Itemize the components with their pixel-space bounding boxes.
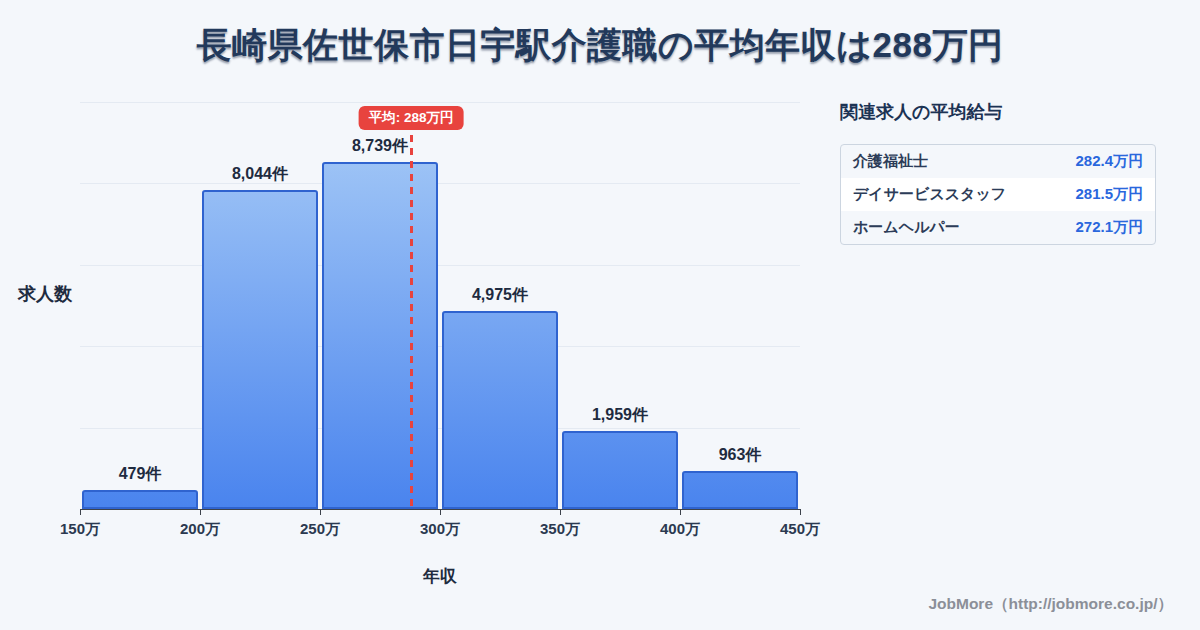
related-job-row: 介護福祉士 282.4万円 xyxy=(841,145,1155,178)
page-title: 長崎県佐世保市日宇駅介護職の平均年収は288万円 xyxy=(0,22,1200,69)
y-axis-label: 求人数 xyxy=(18,282,72,306)
x-axis-label: 年収 xyxy=(80,565,800,588)
related-jobs-heading: 関連求人の平均給与 xyxy=(840,100,1002,124)
axis-tick xyxy=(80,509,81,515)
bar-value-label: 963件 xyxy=(680,445,800,466)
related-job-row: デイサービススタッフ 281.5万円 xyxy=(841,178,1155,211)
axis-tick-label: 250万 xyxy=(280,520,360,539)
axis-tick-label: 400万 xyxy=(640,520,720,539)
related-job-value: 282.4万円 xyxy=(1075,152,1143,171)
histogram-bar xyxy=(82,490,198,509)
axis-tick xyxy=(440,509,441,515)
related-job-label: デイサービススタッフ xyxy=(853,185,1006,204)
axis-tick xyxy=(560,509,561,515)
average-line xyxy=(410,135,413,509)
related-job-value: 272.1万円 xyxy=(1075,218,1143,237)
axis-tick xyxy=(200,509,201,515)
related-job-row: ホームヘルパー 272.1万円 xyxy=(841,211,1155,244)
axis-tick-label: 450万 xyxy=(760,520,840,539)
footer-credit: JobMore（http://jobmore.co.jp/） xyxy=(928,594,1173,615)
average-badge: 平均: 288万円 xyxy=(359,106,464,130)
gridline xyxy=(80,102,800,103)
related-job-label: 介護福祉士 xyxy=(853,152,928,171)
related-job-label: ホームヘルパー xyxy=(853,218,960,237)
axis-tick-label: 200万 xyxy=(160,520,240,539)
axis-tick xyxy=(320,509,321,515)
gridline xyxy=(80,428,800,429)
histogram-bar xyxy=(562,431,678,509)
histogram-plot: 479件8,044件8,739件4,975件1,959件963件150万200万… xyxy=(80,102,800,510)
gridline xyxy=(80,265,800,266)
axis-tick-label: 300万 xyxy=(400,520,480,539)
bar-value-label: 8,044件 xyxy=(200,164,320,185)
gridline xyxy=(80,183,800,184)
axis-tick-label: 350万 xyxy=(520,520,600,539)
histogram-bar xyxy=(202,190,318,509)
bar-value-label: 479件 xyxy=(80,464,200,485)
axis-tick xyxy=(800,509,801,515)
gridline xyxy=(80,346,800,347)
bar-value-label: 8,739件 xyxy=(320,136,440,157)
histogram-bar xyxy=(682,471,798,509)
bar-value-label: 1,959件 xyxy=(560,405,680,426)
related-jobs-card: 介護福祉士 282.4万円デイサービススタッフ 281.5万円ホームヘルパー 272.… xyxy=(840,144,1156,245)
histogram-bar xyxy=(442,311,558,509)
axis-tick xyxy=(680,509,681,515)
histogram-bar xyxy=(322,162,438,509)
bar-value-label: 4,975件 xyxy=(440,285,560,306)
axis-tick-label: 150万 xyxy=(40,520,120,539)
related-job-value: 281.5万円 xyxy=(1075,185,1143,204)
